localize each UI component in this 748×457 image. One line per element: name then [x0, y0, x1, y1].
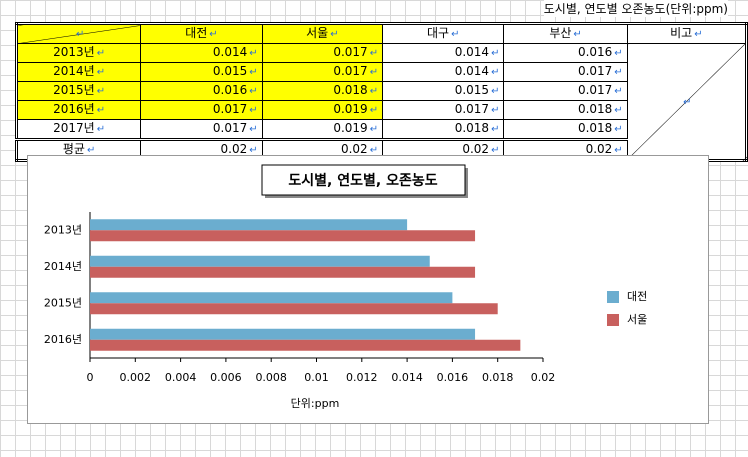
title-box	[261, 164, 466, 196]
x-tick-label: 0.002	[120, 371, 152, 384]
bar	[90, 219, 408, 231]
x-tick-label: 0.018	[482, 371, 514, 384]
value-cell: 0.014	[382, 62, 505, 82]
legend-label: 대전	[627, 290, 647, 303]
header-cell: 비고	[626, 23, 748, 44]
x-tick-label: 0.014	[391, 371, 423, 384]
bar	[90, 339, 521, 351]
x-tick-label: 0.004	[165, 371, 197, 384]
chart-frame	[27, 155, 709, 424]
row-label: 2015년	[15, 81, 142, 101]
y-tick-label: 2016년	[44, 333, 82, 346]
x-axis-label: 단위:ppm	[291, 397, 340, 410]
y-tick-label: 2014년	[44, 260, 82, 273]
y-tick-label: 2013년	[44, 223, 82, 236]
value-cell: 0.017	[140, 100, 263, 120]
table-row: 2016년0.0170.0190.0170.018	[15, 100, 747, 120]
data-table: 대전서울대구부산비고2013년0.0140.0170.0140.0162014년…	[15, 22, 748, 162]
legend-label: 서울	[627, 313, 647, 326]
x-tick-label: 0.008	[255, 371, 287, 384]
bar	[90, 328, 476, 340]
bar	[90, 266, 476, 278]
value-cell: 0.017	[261, 62, 384, 82]
header-cell: 대전	[140, 23, 263, 44]
x-tick-label: 0.01	[304, 371, 329, 384]
y-tick-label: 2015년	[44, 296, 82, 309]
bar	[90, 303, 498, 315]
bar	[90, 230, 476, 242]
header-row: 대전서울대구부산비고	[15, 23, 748, 44]
bar	[90, 292, 453, 304]
chart-title: 도시별, 연도별, 오존농도	[288, 172, 437, 189]
note-cell	[626, 43, 748, 161]
bar	[90, 255, 430, 267]
x-tick-label: 0	[87, 371, 94, 384]
legend-swatch	[607, 314, 619, 326]
value-cell: 0.014	[140, 43, 263, 63]
x-tick-label: 0.02	[531, 371, 556, 384]
x-tick-label: 0.012	[346, 371, 378, 384]
caption: 도시별, 연도별 오존농도(단위:ppm)	[543, 0, 728, 17]
x-tick-label: 0.016	[437, 371, 469, 384]
value-cell: 0.017	[261, 43, 384, 63]
value-cell: 0.019	[261, 100, 384, 120]
row-label: 2013년	[15, 43, 142, 63]
legend-swatch	[607, 291, 619, 303]
value-cell: 0.018	[261, 81, 384, 101]
x-tick-label: 0.006	[210, 371, 242, 384]
header-cell: 대구	[382, 23, 505, 44]
